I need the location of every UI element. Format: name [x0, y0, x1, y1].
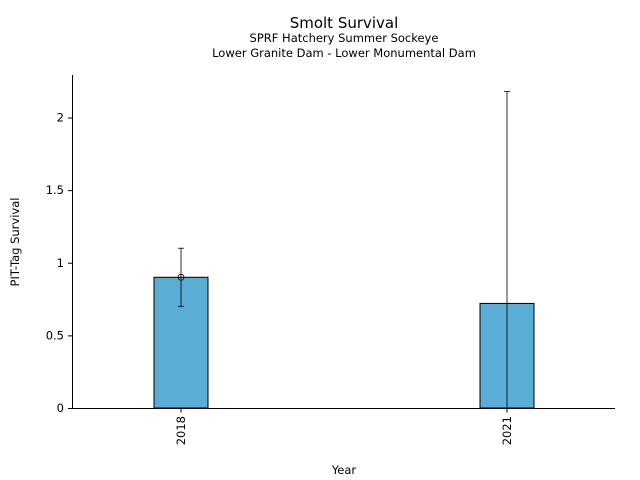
y-tick-label: 2	[57, 111, 64, 125]
bars	[153, 276, 535, 409]
x-tick-label-2018: 2018	[174, 416, 188, 445]
x-axis-label: Year	[331, 463, 357, 477]
x-tick-label-2021: 2021	[500, 416, 514, 445]
point-marker-2018	[177, 273, 185, 281]
y-tick-label: 0	[57, 401, 64, 415]
chart-subtitle-2: Lower Granite Dam - Lower Monumental Dam	[212, 46, 476, 60]
chart-subtitle-1: SPRF Hatchery Summer Sockeye	[250, 31, 439, 45]
chart-title: Smolt Survival	[290, 14, 399, 32]
y-tick-label: 1.5	[46, 183, 64, 197]
y-axis-label: PIT-Tag Survival	[8, 198, 22, 287]
x-ticks: 2018 2021	[174, 408, 514, 445]
y-tick-label: 1	[57, 256, 64, 270]
error-bars	[177, 90, 510, 409]
y-tick-label: 0.5	[46, 328, 64, 342]
y-ticks: 0 0.5 1 1.5 2	[46, 111, 72, 415]
